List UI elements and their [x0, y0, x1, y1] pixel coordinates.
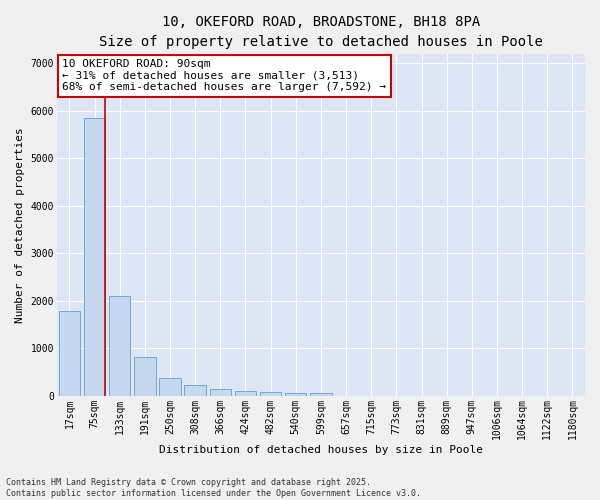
Bar — [235, 391, 256, 396]
Bar — [209, 390, 231, 396]
Bar — [84, 118, 105, 396]
Bar — [285, 392, 307, 396]
Bar — [260, 392, 281, 396]
X-axis label: Distribution of detached houses by size in Poole: Distribution of detached houses by size … — [159, 445, 483, 455]
Bar — [160, 378, 181, 396]
Bar — [59, 311, 80, 396]
Bar — [109, 296, 130, 396]
Bar — [310, 393, 332, 396]
Y-axis label: Number of detached properties: Number of detached properties — [15, 127, 25, 322]
Bar — [184, 386, 206, 396]
Text: 10 OKEFORD ROAD: 90sqm
← 31% of detached houses are smaller (3,513)
68% of semi-: 10 OKEFORD ROAD: 90sqm ← 31% of detached… — [62, 59, 386, 92]
Title: 10, OKEFORD ROAD, BROADSTONE, BH18 8PA
Size of property relative to detached hou: 10, OKEFORD ROAD, BROADSTONE, BH18 8PA S… — [99, 15, 543, 48]
Text: Contains HM Land Registry data © Crown copyright and database right 2025.
Contai: Contains HM Land Registry data © Crown c… — [6, 478, 421, 498]
Bar — [134, 356, 155, 396]
